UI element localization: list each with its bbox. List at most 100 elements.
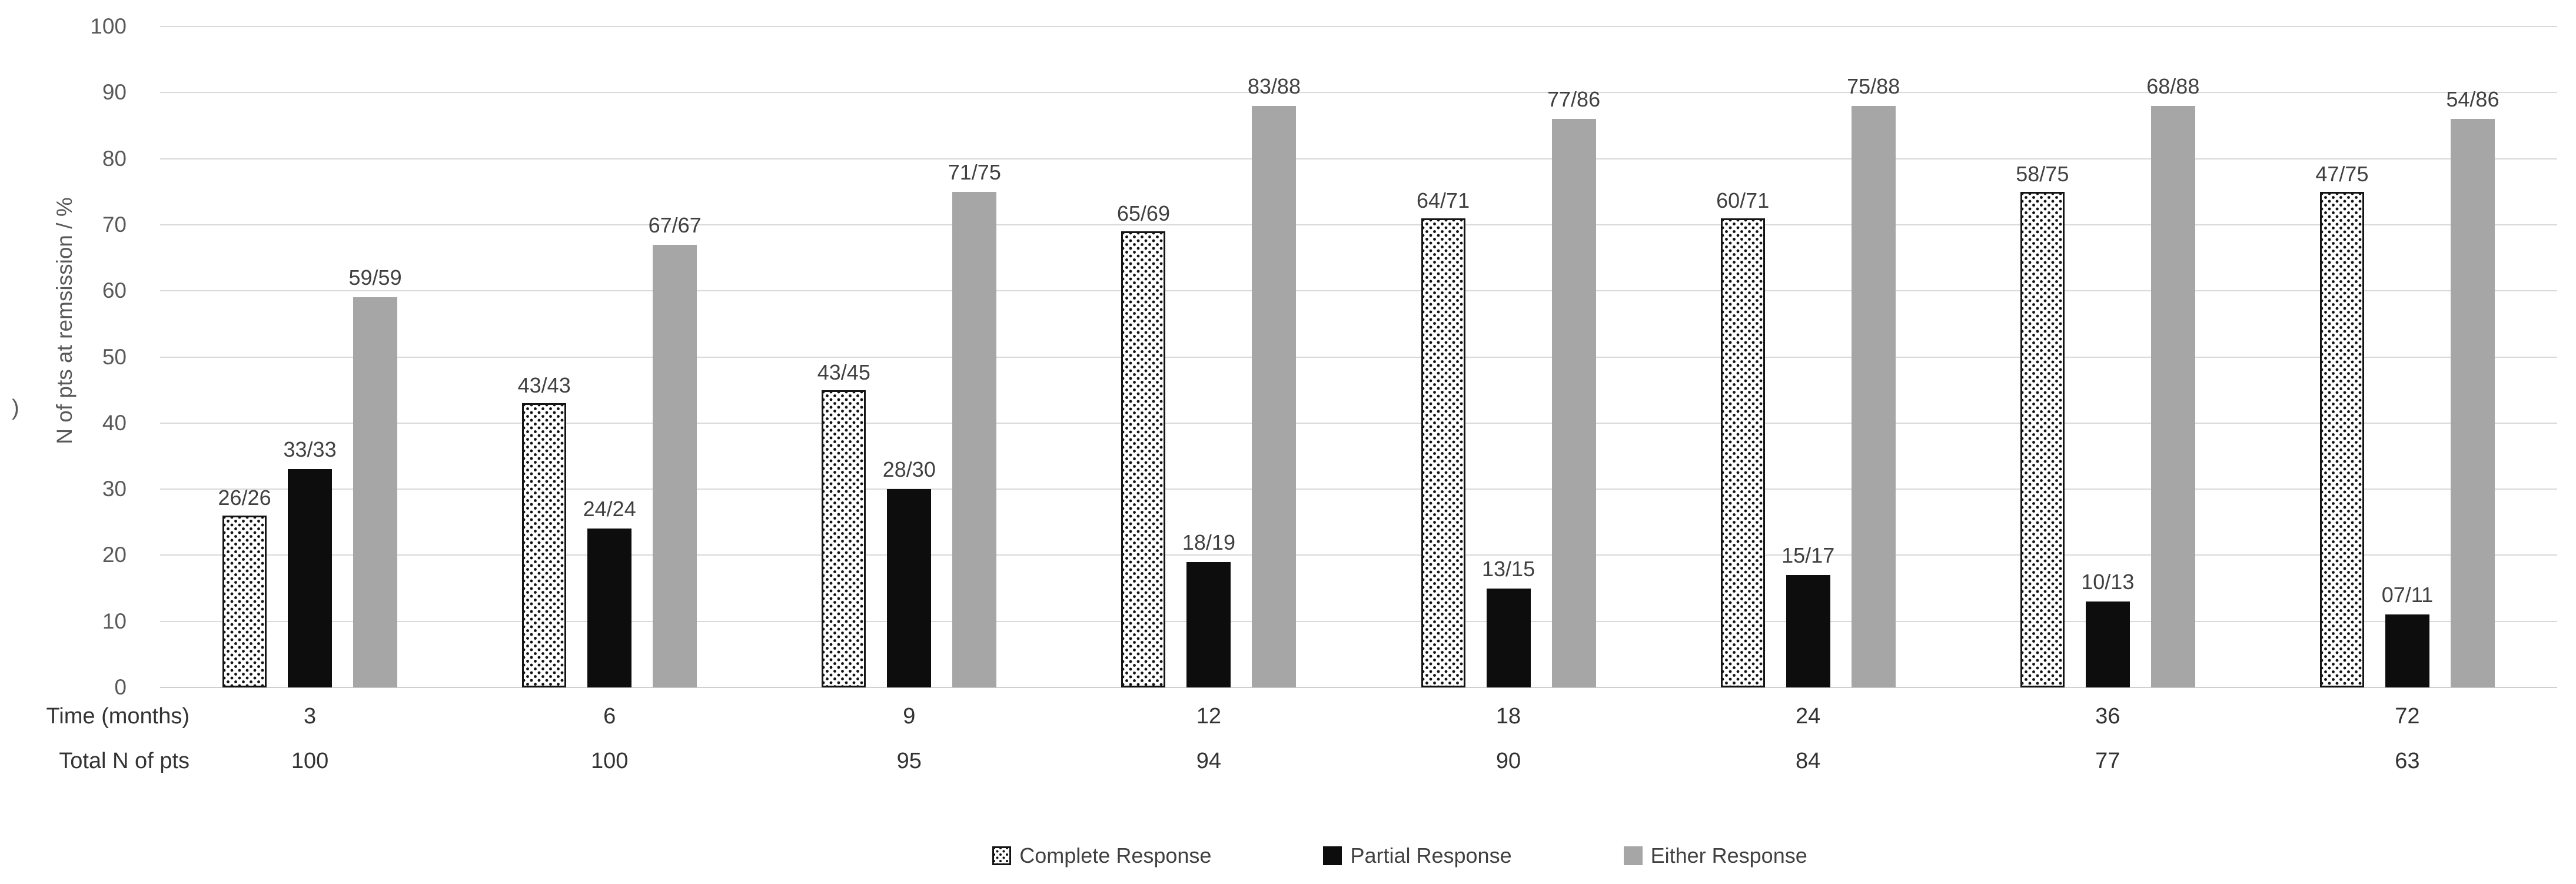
gridline	[160, 158, 2557, 159]
time-value: 12	[1196, 704, 1222, 729]
either-response-bar: 77/86	[1547, 87, 1600, 687]
y-tick-label: 100	[90, 14, 127, 38]
total-n-value: 100	[590, 749, 629, 773]
bar-value-label: 58/75	[2016, 161, 2069, 186]
y-tick-label: 0	[114, 675, 127, 699]
bar-value-label: 13/15	[1482, 556, 1535, 581]
y-tick-label: 70	[102, 212, 127, 237]
dotted-pattern-swatch-icon	[992, 846, 1012, 865]
bar-value-label: 28/30	[882, 457, 936, 482]
bar-value-label: 83/88	[1247, 74, 1301, 98]
partial-response-bar: 18/19	[1182, 530, 1235, 687]
x-axis-row-time-label: Time (months)	[46, 704, 190, 729]
stray-parenthesis-mark: )	[12, 396, 19, 420]
bar-value-label: 54/86	[2446, 87, 2499, 112]
total-n-value: 100	[291, 749, 329, 773]
bar-group: 65/69 18/19 83/88	[1059, 26, 1358, 687]
gridline	[160, 488, 2557, 490]
bar-value-label: 07/11	[2381, 583, 2434, 607]
y-tick-label: 30	[102, 477, 127, 501]
either-response-bar: 83/88	[1248, 74, 1301, 687]
partial-response-bar: 28/30	[883, 457, 936, 687]
y-tick-label: 60	[102, 278, 127, 303]
bar-value-label: 15/17	[1781, 543, 1835, 568]
complete-response-bar: 65/69	[1117, 201, 1170, 687]
bar-value-label: 68/88	[2146, 74, 2200, 98]
total-n-value: 77	[2095, 749, 2120, 773]
y-tick-label: 20	[102, 543, 127, 567]
bar-group: 26/26 33/33 59/59	[160, 26, 460, 687]
black-square-swatch-icon	[1323, 846, 1342, 865]
complete-response-bar: 43/45	[817, 360, 870, 687]
gridline	[160, 224, 2557, 225]
total-n-value: 84	[1796, 749, 1821, 773]
gridline	[160, 26, 2557, 27]
bar-group: 64/71 13/15 77/86	[1359, 26, 1658, 687]
bar-group: 58/75 10/13 68/88	[1958, 26, 2258, 687]
partial-response-bar: 10/13	[2081, 570, 2134, 687]
either-response-bar: 54/86	[2446, 87, 2499, 687]
bar-value-label: 59/59	[348, 265, 402, 290]
bar-value-label: 43/45	[817, 360, 870, 384]
gray-square-swatch-icon	[1623, 846, 1643, 865]
y-tick-label: 40	[102, 410, 127, 435]
either-response-bar: 59/59	[349, 265, 402, 687]
gridline	[160, 422, 2557, 424]
legend-item: Partial Response	[1323, 843, 1512, 868]
complete-response-bar: 26/26	[218, 486, 271, 687]
partial-response-bar: 24/24	[583, 497, 636, 687]
time-value: 9	[903, 704, 916, 729]
bar-value-label: 43/43	[517, 373, 571, 398]
bar-value-label: 26/26	[218, 486, 271, 510]
gridline	[160, 92, 2557, 94]
bar-group: 43/43 24/24 67/67	[460, 26, 759, 687]
either-response-bar: 68/88	[2146, 74, 2199, 687]
bar-group: 47/75 07/11 54/86	[2258, 26, 2557, 687]
complete-response-bar: 47/75	[2315, 162, 2368, 687]
bar-value-label: 64/71	[1417, 188, 1470, 212]
partial-response-bar: 33/33	[284, 437, 337, 687]
complete-response-bar: 64/71	[1417, 188, 1470, 687]
complete-response-bar: 58/75	[2016, 162, 2069, 687]
bar-value-label: 60/71	[1716, 188, 1770, 212]
bar-value-label: 67/67	[648, 212, 702, 237]
either-response-bar: 71/75	[948, 160, 1001, 687]
total-n-value: 95	[896, 749, 922, 773]
bar-value-label: 77/86	[1547, 87, 1601, 112]
bar-value-label: 10/13	[2081, 570, 2135, 594]
bar-value-label: 65/69	[1116, 201, 1170, 226]
partial-response-bar: 07/11	[2382, 583, 2433, 687]
legend-item: Either Response	[1623, 843, 1807, 868]
bar-group: 43/45 28/30 71/75	[759, 26, 1059, 687]
y-tick-label: 80	[102, 146, 127, 171]
legend: Complete Response Partial Response Either …	[112, 839, 2576, 872]
total-n-value: 63	[2395, 749, 2420, 773]
bar-value-label: 33/33	[283, 437, 337, 462]
bar-value-label: 71/75	[948, 159, 1001, 184]
y-tick-label: 50	[102, 344, 127, 369]
total-n-value: 94	[1196, 749, 1222, 773]
complete-response-bar: 60/71	[1716, 188, 1769, 687]
either-response-bar: 67/67	[649, 213, 702, 687]
bar-value-label: 47/75	[2315, 161, 2369, 186]
bar-value-label: 75/88	[1847, 74, 1900, 98]
legend-item: Complete Response	[992, 843, 1211, 868]
legend-item-label: Partial Response	[1350, 843, 1512, 868]
either-response-bar: 75/88	[1847, 74, 1900, 687]
time-value: 36	[2095, 704, 2120, 729]
time-value: 72	[2395, 704, 2420, 729]
partial-response-bar: 15/17	[1781, 543, 1834, 687]
time-value: 24	[1796, 704, 1821, 729]
complete-response-bar: 43/43	[518, 373, 571, 687]
time-value: 6	[603, 704, 616, 729]
legend-item-label: Either Response	[1650, 843, 1807, 868]
gridline	[160, 687, 2557, 688]
gridline	[160, 356, 2557, 358]
total-n-value: 90	[1495, 749, 1521, 773]
y-tick-label: 10	[102, 609, 127, 633]
bar-group: 60/71 15/17 75/88	[1658, 26, 1958, 687]
bar-value-label: 24/24	[583, 497, 636, 521]
x-axis-row-time: Time (months) 3 6 9 12 18 24 36 72	[0, 704, 2576, 737]
gridline	[160, 290, 2557, 292]
